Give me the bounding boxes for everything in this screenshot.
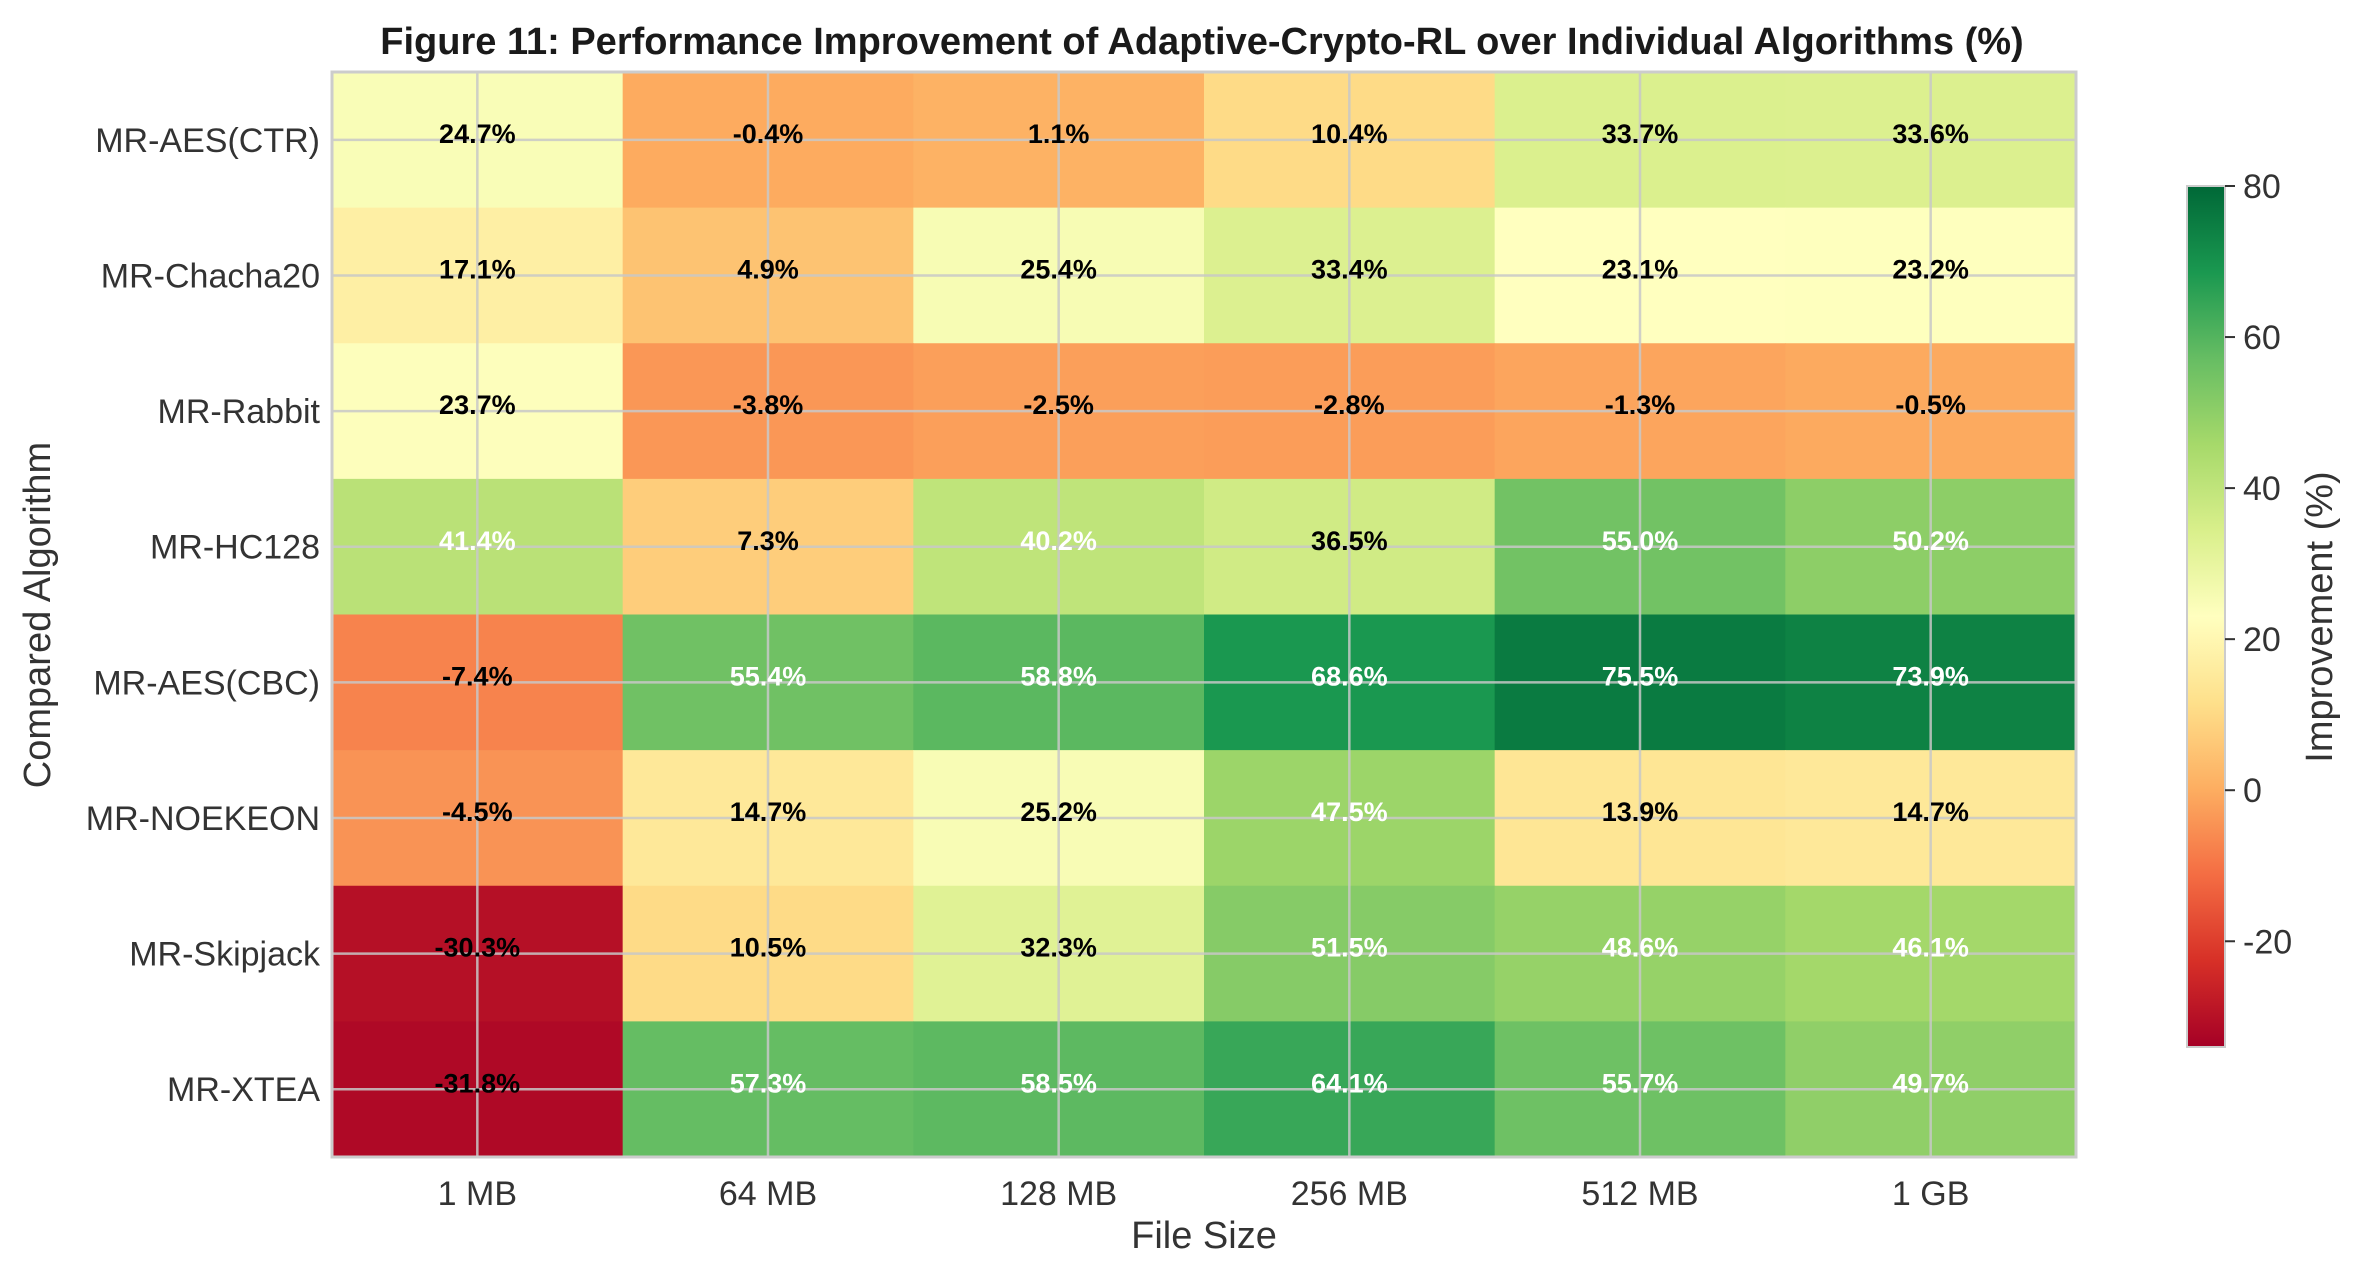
cell-value-label: 10.5%	[730, 933, 807, 963]
y-tick-label: MR-XTEA	[167, 1071, 320, 1109]
cell-value-label: -3.8%	[733, 390, 804, 420]
cell-value-label: 17.1%	[439, 255, 516, 285]
x-axis-label: File Size	[1131, 1215, 1277, 1257]
cell-value-label: 13.9%	[1602, 797, 1679, 827]
x-tick-labels: 1 MB 64 MB 128 MB 256 MB 512 MB 1 GB	[438, 1175, 1970, 1213]
y-tick-label: MR-Skipjack	[129, 936, 321, 974]
x-tick-label: 256 MB	[1291, 1175, 1408, 1213]
colorbar-tick-label: 60	[2243, 319, 2281, 357]
cell-value-label: 4.9%	[737, 255, 799, 285]
cell-value-label: 32.3%	[1020, 933, 1097, 963]
y-tick-labels: MR-AES(CTR) MR-Chacha20 MR-Rabbit MR-HC128 M…	[86, 122, 321, 1109]
cell-value-label: 48.6%	[1602, 933, 1679, 963]
plot-frame	[330, 70, 2078, 1159]
cell-value-label: 46.1%	[1892, 933, 1969, 963]
y-tick-label: MR-AES(CBC)	[93, 664, 320, 702]
x-tick-label: 1 GB	[1892, 1175, 1969, 1213]
cell-value-label: -2.8%	[1314, 390, 1385, 420]
cell-value-label: 14.7%	[730, 797, 807, 827]
cell-value-label: 14.7%	[1892, 797, 1969, 827]
cell-value-label: -2.5%	[1023, 390, 1094, 420]
x-tick-label: 64 MB	[719, 1175, 817, 1213]
cell-value-label: 68.6%	[1311, 661, 1388, 691]
cell-value-label: 7.3%	[737, 526, 799, 556]
x-tick-label: 512 MB	[1581, 1175, 1698, 1213]
cell-value-label: 58.8%	[1020, 661, 1097, 691]
cell-value-label: 64.1%	[1311, 1068, 1388, 1098]
cell-value-label: 25.2%	[1020, 797, 1097, 827]
cell-value-label: -1.3%	[1605, 390, 1676, 420]
cell-value-label: -30.3%	[435, 933, 521, 963]
colorbar-tick-label: 0	[2243, 772, 2262, 810]
cell-value-label: -4.5%	[442, 797, 513, 827]
colorbar	[2186, 185, 2226, 1048]
y-tick-label: MR-NOEKEON	[86, 800, 320, 838]
colorbar-label: Improvement (%)	[2299, 471, 2341, 762]
y-tick-label: MR-Chacha20	[101, 257, 320, 295]
cell-value-label: 33.4%	[1311, 255, 1388, 285]
y-tick-label: MR-AES(CTR)	[95, 122, 320, 160]
cell-value-label: 25.4%	[1020, 255, 1097, 285]
cell-value-label: 55.4%	[730, 661, 807, 691]
cell-value-label: 33.7%	[1602, 119, 1679, 149]
cell-value-label: 41.4%	[439, 526, 516, 556]
cell-value-label: -0.4%	[733, 119, 804, 149]
cell-value-label: 51.5%	[1311, 933, 1388, 963]
cell-value-label: -31.8%	[435, 1068, 521, 1098]
cell-value-label: 50.2%	[1892, 526, 1969, 556]
cell-value-label: 23.2%	[1892, 255, 1969, 285]
cell-value-label: 23.1%	[1602, 255, 1679, 285]
y-tick-label: MR-Rabbit	[158, 393, 321, 431]
heatmap-cells	[332, 72, 2077, 1158]
cell-value-label: 57.3%	[730, 1068, 807, 1098]
cell-value-label: 49.7%	[1892, 1068, 1969, 1098]
y-axis-label: Compared Algorithm	[17, 442, 59, 788]
y-tick-label: MR-HC128	[150, 529, 320, 567]
cell-value-label: 36.5%	[1311, 526, 1388, 556]
colorbar-ticks: 80 60 40 20 0 -20	[2225, 168, 2292, 961]
cell-value-label: 58.5%	[1020, 1068, 1097, 1098]
x-tick-label: 1 MB	[438, 1175, 517, 1213]
colorbar-tick-label: 80	[2243, 168, 2281, 206]
colorbar-tick-label: 40	[2243, 470, 2281, 508]
cell-value-label: 40.2%	[1020, 526, 1097, 556]
cell-value-label: 10.4%	[1311, 119, 1388, 149]
cell-value-label: 55.0%	[1602, 526, 1679, 556]
cell-value-label: 23.7%	[439, 390, 516, 420]
colorbar-tick-label: 20	[2243, 621, 2281, 659]
cell-value-label: 1.1%	[1028, 119, 1090, 149]
cell-value-label: 24.7%	[439, 119, 516, 149]
cell-value-labels: 24.7% -0.4% 1.1% 10.4% 33.7% 33.6% 17.1% 4.9% 25…	[435, 119, 1969, 1098]
cell-value-label: -7.4%	[442, 661, 513, 691]
cell-value-label: 73.9%	[1892, 661, 1969, 691]
gridlines	[332, 72, 2076, 1157]
cell-value-label: 47.5%	[1311, 797, 1388, 827]
cell-value-label: 55.7%	[1602, 1068, 1679, 1098]
cell-value-label: 33.6%	[1892, 119, 1969, 149]
cell-value-label: -0.5%	[1895, 390, 1966, 420]
colorbar-tick-label: -20	[2243, 923, 2292, 961]
chart-title: Figure 11: Performance Improvement of Ad…	[380, 21, 2023, 63]
x-tick-label: 128 MB	[1000, 1175, 1117, 1213]
cell-value-label: 75.5%	[1602, 661, 1679, 691]
